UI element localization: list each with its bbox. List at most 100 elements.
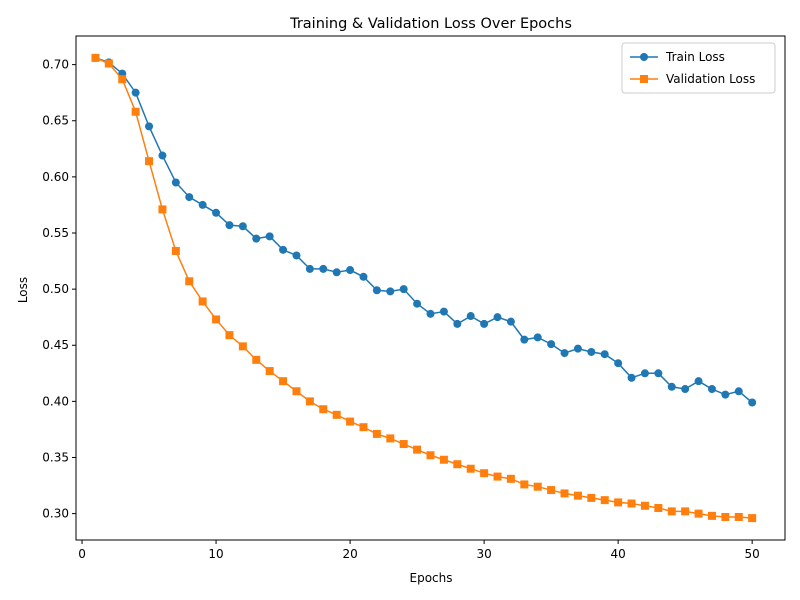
train-loss-point	[493, 313, 502, 322]
validation-loss-point	[600, 496, 609, 505]
plot-area	[75, 35, 786, 541]
validation-loss-point	[399, 440, 408, 449]
validation-loss-point	[533, 482, 542, 491]
train-loss-point	[279, 245, 288, 254]
y-tick-label: 0.35	[42, 450, 69, 464]
train-loss-point	[721, 390, 730, 399]
train-loss-point	[533, 333, 542, 342]
y-tick-label: 0.65	[42, 114, 69, 128]
validation-loss-point	[587, 493, 596, 502]
validation-loss-point	[238, 342, 247, 351]
validation-loss-point	[372, 429, 381, 438]
validation-loss-point	[520, 480, 529, 489]
train-loss-point	[667, 382, 676, 391]
train-loss-point	[627, 373, 636, 382]
validation-loss-point	[654, 504, 663, 513]
train-loss-point	[681, 385, 690, 394]
train-loss-point	[252, 234, 261, 243]
validation-loss-point	[560, 489, 569, 498]
train-loss-point	[225, 221, 234, 230]
validation-loss-point	[185, 277, 194, 286]
x-tick-label: 10	[208, 547, 223, 561]
train-loss-point	[292, 251, 301, 260]
train-loss-point	[654, 369, 663, 378]
train-loss-point	[573, 344, 582, 353]
legend: Train Loss Validation Loss	[621, 42, 776, 94]
validation-loss-point	[104, 59, 113, 68]
train-loss-point	[158, 151, 167, 160]
train-loss-point	[212, 208, 221, 217]
y-axis: 0.30 0.35 0.40 0.45 0.50 0.55 0.60 0.65 0.70	[42, 58, 76, 521]
x-axis: 0 10 20 30 40 50	[78, 540, 760, 561]
train-loss-point	[413, 299, 422, 308]
train-loss-point	[748, 398, 757, 407]
train-loss-point	[506, 317, 515, 326]
validation-loss-point	[118, 75, 127, 84]
validation-loss-point	[640, 501, 649, 510]
train-loss-point	[185, 193, 194, 202]
legend-box	[621, 42, 776, 94]
validation-loss-point	[748, 514, 757, 523]
validation-loss-point	[694, 509, 703, 518]
train-loss-point	[131, 88, 140, 97]
y-axis-label: Loss	[16, 277, 30, 303]
train-loss-point	[346, 266, 355, 275]
validation-loss-point	[319, 405, 328, 414]
validation-loss-point	[721, 512, 730, 521]
train-loss-point	[734, 387, 743, 396]
legend-validation-loss-label: Validation Loss	[666, 72, 755, 86]
validation-loss-point	[265, 367, 274, 376]
y-tick-label: 0.55	[42, 226, 69, 240]
train-loss-point	[171, 178, 180, 187]
validation-loss-point	[212, 315, 221, 324]
validation-loss-point	[346, 417, 355, 426]
train-loss-point	[439, 307, 448, 316]
validation-loss-point	[627, 499, 636, 508]
train-loss-point	[600, 350, 609, 359]
legend-train-loss-marker	[640, 53, 648, 61]
validation-loss-point	[279, 377, 288, 386]
validation-loss-point	[493, 472, 502, 481]
train-loss-line	[95, 57, 753, 404]
train-loss-point	[426, 309, 435, 318]
train-loss-series	[91, 53, 757, 407]
y-tick-label: 0.50	[42, 282, 69, 296]
validation-loss-point	[466, 464, 475, 473]
train-loss-point	[547, 340, 556, 349]
validation-loss-point	[413, 445, 422, 454]
train-loss-point	[305, 264, 314, 273]
train-loss-point	[359, 272, 368, 281]
validation-loss-point	[453, 460, 462, 469]
validation-loss-point	[547, 486, 556, 495]
train-loss-point	[238, 222, 247, 231]
validation-loss-point	[332, 410, 341, 419]
validation-loss-point	[614, 498, 623, 507]
validation-loss-point	[225, 331, 234, 340]
train-loss-point	[319, 264, 328, 273]
validation-loss-point	[573, 491, 582, 500]
validation-loss-point	[359, 423, 368, 432]
validation-loss-point	[305, 397, 314, 406]
train-loss-point	[466, 312, 475, 321]
x-tick-label: 30	[476, 547, 491, 561]
validation-loss-point	[292, 387, 301, 396]
validation-loss-point	[707, 511, 716, 520]
x-tick-label: 40	[610, 547, 625, 561]
validation-loss-point	[198, 297, 207, 306]
x-tick-label: 20	[342, 547, 357, 561]
x-tick-label: 0	[78, 547, 86, 561]
validation-loss-point	[91, 53, 100, 62]
chart-title: Training & Validation Loss Over Epochs	[289, 16, 572, 32]
train-loss-point	[614, 359, 623, 368]
train-loss-point	[145, 122, 154, 131]
validation-loss-point	[158, 205, 167, 214]
y-tick-label: 0.60	[42, 170, 69, 184]
train-loss-point	[332, 268, 341, 277]
x-axis-label: Epochs	[410, 571, 453, 585]
validation-loss-point	[386, 434, 395, 443]
train-loss-point	[399, 285, 408, 294]
train-loss-point	[372, 286, 381, 295]
validation-loss-point	[439, 455, 448, 464]
train-loss-point	[453, 319, 462, 328]
